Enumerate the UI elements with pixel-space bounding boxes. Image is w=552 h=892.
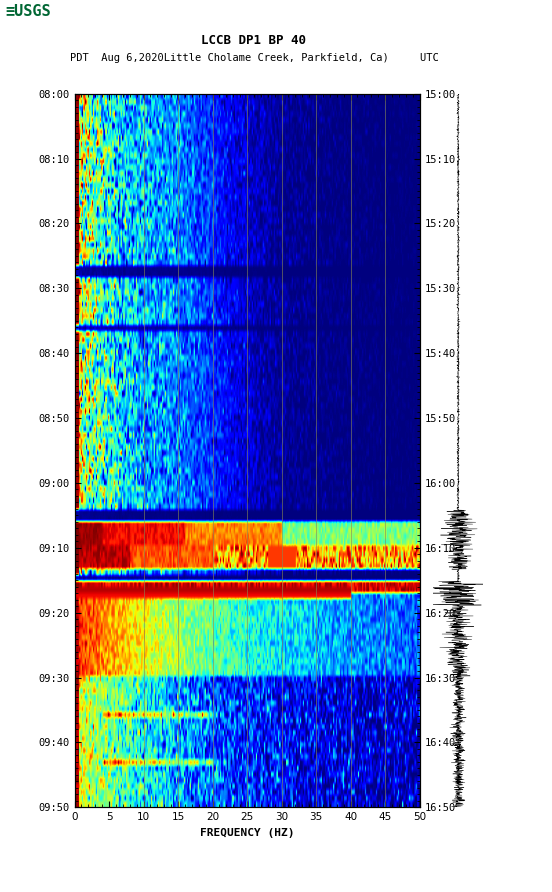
Text: LCCB DP1 BP 40: LCCB DP1 BP 40 <box>201 34 306 46</box>
Text: PDT  Aug 6,2020Little Cholame Creek, Parkfield, Ca)     UTC: PDT Aug 6,2020Little Cholame Creek, Park… <box>70 53 438 63</box>
Text: ≡USGS: ≡USGS <box>6 4 51 20</box>
X-axis label: FREQUENCY (HZ): FREQUENCY (HZ) <box>200 828 294 838</box>
